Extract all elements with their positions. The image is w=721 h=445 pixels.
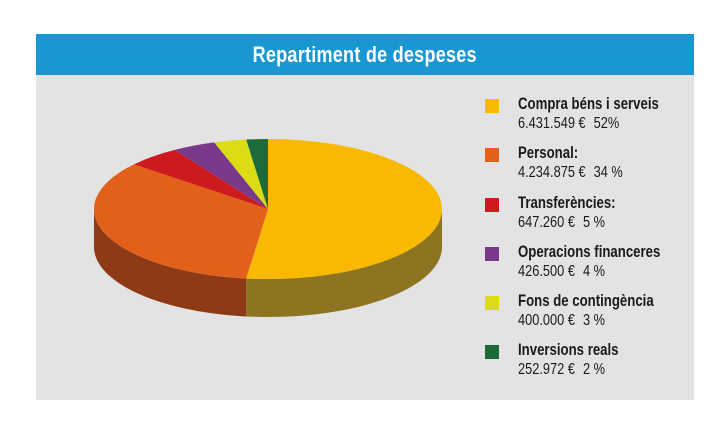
legend-item: Inversions reals 252.972 € 2 % bbox=[480, 341, 690, 390]
legend-item: Personal: 4.234.875 € 34 % bbox=[480, 144, 690, 193]
pie-slice-5 bbox=[246, 139, 268, 209]
legend-swatch bbox=[485, 197, 499, 212]
legend-amount: 4.234.875 € bbox=[518, 164, 586, 182]
pie-tops bbox=[93, 139, 442, 279]
pie-side-1 bbox=[94, 209, 247, 317]
legend-item: Transferències: 647.260 € 5 % bbox=[480, 194, 690, 243]
legend-percent: 2 % bbox=[582, 361, 606, 379]
pie-slice-4 bbox=[214, 139, 268, 209]
legend-value: 6.431.549 € 52% bbox=[518, 115, 619, 133]
legend-swatch bbox=[485, 246, 499, 261]
legend-percent: 4 % bbox=[582, 262, 606, 280]
legend-label: Inversions reals bbox=[518, 341, 619, 360]
pie-side-0 bbox=[246, 209, 442, 317]
pie-slice-1 bbox=[93, 164, 268, 279]
legend-value: 647.260 € 5 % bbox=[518, 214, 605, 232]
chart-title-bar: Repartiment de despeses bbox=[36, 34, 694, 75]
chart-panel: Compra béns i serveis 6.431.549 € 52% Perso… bbox=[36, 75, 694, 400]
legend-amount: 400.000 € bbox=[518, 312, 575, 330]
legend-label: Compra béns i serveis bbox=[518, 95, 659, 113]
legend-label: Transferències: bbox=[518, 193, 616, 212]
legend-percent: 3 % bbox=[582, 312, 606, 330]
legend-item: Fons de contingència 400.000 € 3 % bbox=[480, 292, 690, 341]
legend-amount: 426.500 € bbox=[518, 262, 575, 280]
legend-value: 4.234.875 € 34 % bbox=[518, 164, 623, 182]
legend-label: Personal: bbox=[518, 144, 579, 163]
pie-chart bbox=[93, 139, 442, 317]
pie-slice-2 bbox=[133, 149, 268, 209]
legend-label: Operacions financeres bbox=[518, 242, 661, 261]
legend-swatch bbox=[485, 99, 499, 113]
legend-item: Compra béns i serveis 6.431.549 € 52% bbox=[480, 95, 690, 144]
legend-value: 426.500 € 4 % bbox=[518, 263, 605, 281]
legend-item: Operacions financeres 426.500 € 4 % bbox=[480, 243, 690, 292]
legend-value: 400.000 € 3 % bbox=[518, 312, 605, 330]
legend-amount: 6.431.549 € bbox=[518, 115, 586, 132]
legend-label: Fons de contingència bbox=[518, 292, 654, 311]
chart-title: Repartiment de despeses bbox=[252, 41, 478, 67]
legend-percent: 52% bbox=[593, 115, 620, 132]
legend: Compra béns i serveis 6.431.549 € 52% Perso… bbox=[480, 95, 690, 391]
legend-amount: 647.260 € bbox=[518, 213, 575, 231]
pie-slice-3 bbox=[174, 142, 268, 209]
pie-sides bbox=[94, 209, 442, 317]
legend-percent: 34 % bbox=[593, 164, 623, 182]
pie-slice-0 bbox=[246, 139, 442, 279]
legend-amount: 252.972 € bbox=[518, 361, 575, 379]
legend-swatch bbox=[485, 345, 499, 360]
legend-swatch bbox=[485, 148, 499, 163]
legend-percent: 5 % bbox=[582, 213, 606, 231]
legend-swatch bbox=[485, 296, 499, 311]
legend-value: 252.972 € 2 % bbox=[518, 361, 605, 379]
